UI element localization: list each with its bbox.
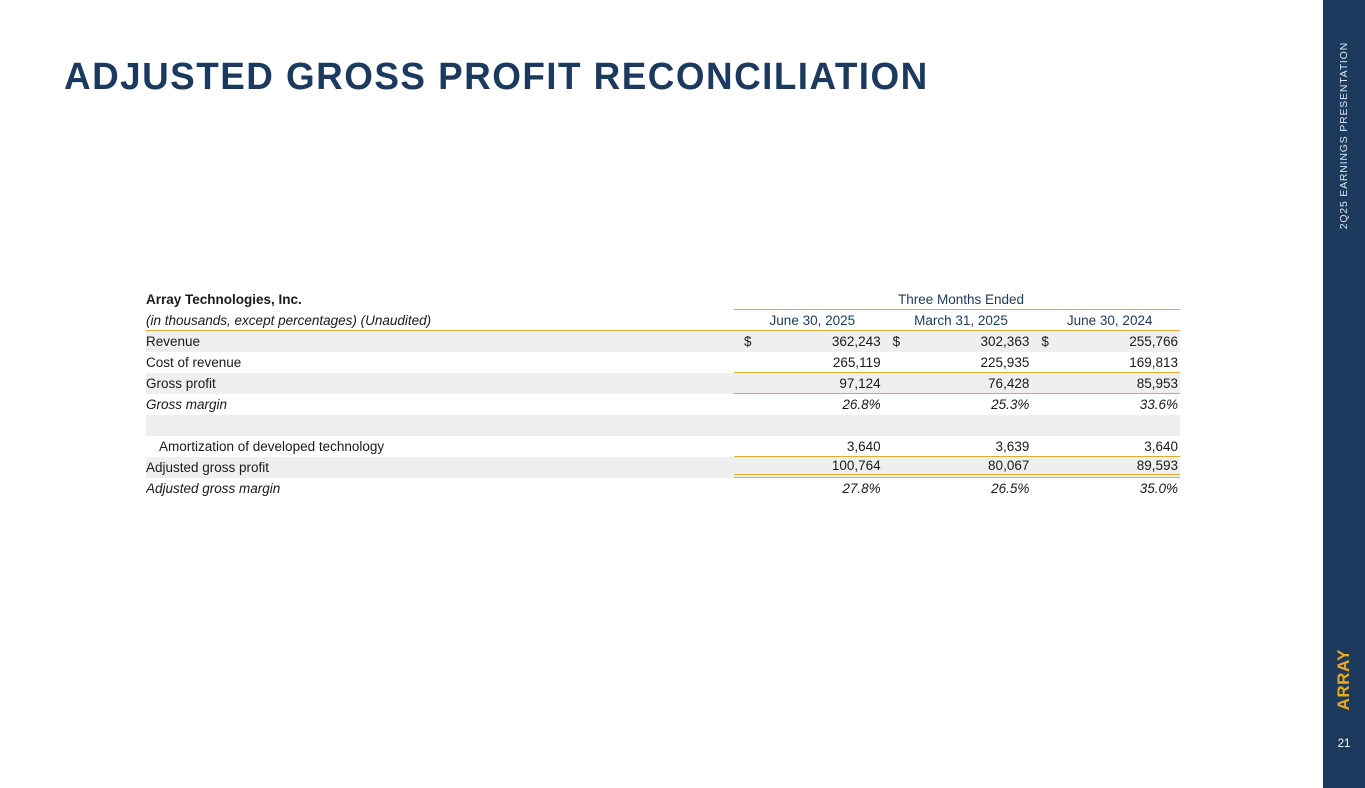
column-header: June 30, 2025 — [769, 312, 856, 328]
row-label: Gross profit — [146, 376, 216, 391]
row-label: Revenue — [146, 334, 201, 349]
span-header-label: Three Months Ended — [897, 291, 1025, 307]
value: 255,766 — [1129, 334, 1179, 349]
table-row: Amortization of developed technology 3,64… — [146, 436, 1180, 457]
value-cell: 169,813 — [1031, 352, 1180, 372]
table-header-row-2: (in thousands, except percentages) (Unau… — [146, 310, 1180, 331]
value: 89,593 — [1136, 458, 1179, 473]
value-cell: 265,119 — [734, 352, 883, 372]
column-headers: June 30, 2025 March 31, 2025 June 30, 2024 — [734, 310, 1180, 330]
value: 25.3% — [991, 397, 1030, 412]
value-cell: 89,593 — [1031, 457, 1180, 474]
table-row: Revenue $362,243 $302,363 $255,766 — [146, 331, 1180, 352]
value: 3,640 — [846, 438, 881, 454]
array-logo: ARRAY — [1334, 648, 1353, 710]
row-values: 100,764 80,067 89,593 — [734, 457, 1180, 478]
table-subtitle: (in thousands, except percentages) (Unau… — [146, 312, 432, 328]
value: 35.0% — [1139, 481, 1179, 496]
value-cell: 85,953 — [1031, 373, 1180, 393]
sidebar: 2Q25 EARNINGS PRESENTATION ARRAY 21 — [1323, 0, 1365, 788]
dollar-sign: $ — [892, 334, 901, 349]
row-values: 26.8% 25.3% 33.6% — [734, 394, 1180, 415]
value-cell: 97,124 — [734, 373, 883, 393]
row-values: $362,243 $302,363 $255,766 — [734, 331, 1180, 352]
slide-title: ADJUSTED GROSS PROFIT RECONCILIATION — [64, 56, 929, 98]
row-label — [146, 415, 734, 436]
page-number: 21 — [1337, 738, 1351, 750]
value: 76,428 — [988, 375, 1030, 391]
value-cell — [1031, 415, 1180, 436]
value: 27.8% — [842, 481, 881, 496]
row-values: 97,124 76,428 85,953 — [734, 373, 1180, 394]
value-cell: $362,243 — [734, 331, 883, 352]
row-label: Gross margin — [146, 397, 228, 412]
value: 225,935 — [980, 354, 1030, 370]
row-values: 27.8% 26.5% 35.0% — [734, 478, 1180, 499]
value-cell: 3,639 — [883, 436, 1032, 456]
value-cell: 27.8% — [734, 478, 883, 499]
table-header-row-1: Array Technologies, Inc. Three Months En… — [146, 289, 1180, 310]
adjusted-gross-profit-table: Array Technologies, Inc. Three Months En… — [146, 289, 1180, 499]
value: 26.5% — [991, 481, 1030, 496]
table-body: Revenue $362,243 $302,363 $255,766 Cost of r… — [146, 331, 1180, 499]
table-row: Adjusted gross margin 27.8% 26.5% 35.0% — [146, 478, 1180, 499]
row-label: Cost of revenue — [146, 355, 242, 370]
table-row: Gross margin 26.8% 25.3% 33.6% — [146, 394, 1180, 415]
dollar-sign: $ — [744, 334, 752, 349]
value: 3,639 — [995, 438, 1030, 454]
value-cell: 80,067 — [883, 457, 1032, 474]
spacer-row — [146, 415, 1180, 436]
row-label: Amortization of developed technology — [159, 439, 385, 454]
company-name: Array Technologies, Inc. — [146, 292, 302, 307]
value: 80,067 — [988, 458, 1030, 473]
value: 169,813 — [1129, 354, 1179, 370]
row-label: Adjusted gross margin — [146, 481, 281, 496]
value-cell: 76,428 — [883, 373, 1032, 393]
value: 265,119 — [832, 354, 881, 370]
value: 33.6% — [1139, 397, 1179, 412]
span-header: Three Months Ended — [734, 289, 1180, 310]
value-cell: 26.8% — [734, 394, 883, 415]
value-cell: 3,640 — [1031, 436, 1180, 456]
value-cell: 3,640 — [734, 436, 883, 456]
value-cell: $302,363 — [883, 331, 1032, 352]
table-row: Gross profit 97,124 76,428 85,953 — [146, 373, 1180, 394]
value: 97,124 — [839, 375, 881, 391]
table-row: Cost of revenue 265,119 225,935 169,813 — [146, 352, 1180, 373]
value-cell: 33.6% — [1031, 394, 1180, 415]
value-cell: 225,935 — [883, 352, 1032, 372]
row-values: 265,119 225,935 169,813 — [734, 352, 1180, 373]
value: 100,764 — [831, 458, 881, 473]
value-cell: 35.0% — [1031, 478, 1180, 499]
sidebar-vertical-label: 2Q25 EARNINGS PRESENTATION — [1338, 42, 1350, 230]
value-cell: 26.5% — [883, 478, 1032, 499]
dollar-sign: $ — [1041, 334, 1049, 349]
value: 26.8% — [842, 397, 881, 412]
value: 362,243 — [831, 334, 881, 349]
row-label: Adjusted gross profit — [146, 460, 270, 475]
value-cell — [883, 415, 1032, 436]
row-values — [734, 415, 1180, 436]
value-cell: $255,766 — [1031, 331, 1180, 352]
value-cell: 25.3% — [883, 394, 1032, 415]
row-values: 3,640 3,639 3,640 — [734, 436, 1180, 457]
value-cell — [734, 415, 883, 436]
table-row: Adjusted gross profit 100,764 80,067 89,593 — [146, 457, 1180, 478]
value: 3,640 — [1144, 438, 1179, 454]
column-header: June 30, 2024 — [1066, 312, 1153, 328]
column-header: March 31, 2025 — [914, 312, 1008, 328]
value: 85,953 — [1136, 375, 1179, 391]
value-cell: 100,764 — [734, 457, 883, 474]
value: 302,363 — [980, 334, 1030, 349]
